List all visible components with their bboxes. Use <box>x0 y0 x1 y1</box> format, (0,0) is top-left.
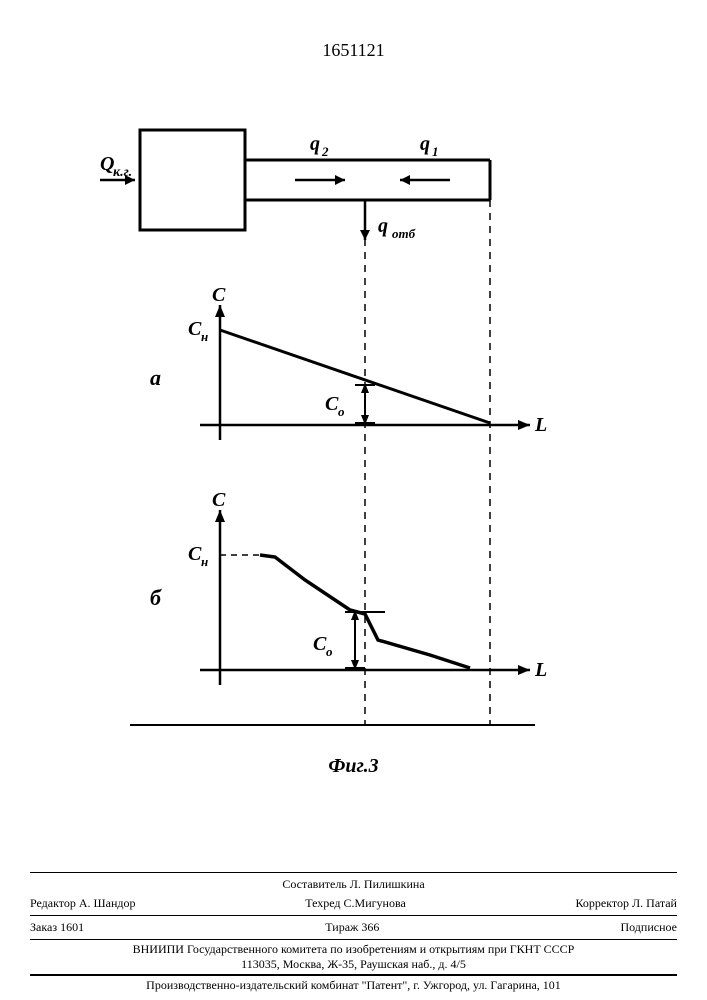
editor-label: Редактор <box>30 896 76 910</box>
chart-a: C L а Cн Cо <box>150 284 547 440</box>
figure-3: Q к.г. q 2 q 1 q отб C L а Cн <box>100 120 600 740</box>
editor-name: А. Шандор <box>79 896 136 910</box>
composer-name: Л. Пилишкина <box>350 877 425 891</box>
svg-text:C: C <box>325 393 339 415</box>
svg-text:C: C <box>188 543 202 565</box>
corrector-label: Корректор <box>576 896 630 910</box>
techred-name: С.Мигунова <box>344 896 406 910</box>
svg-text:б: б <box>150 585 162 610</box>
order-number: 1601 <box>60 920 84 934</box>
svg-text:q: q <box>378 215 388 237</box>
svg-text:C: C <box>188 318 202 340</box>
order-label: Заказ <box>30 920 57 934</box>
svg-text:L: L <box>534 414 547 436</box>
svg-text:L: L <box>534 659 547 681</box>
svg-text:C: C <box>313 633 327 655</box>
svg-text:q: q <box>310 133 320 155</box>
colophon: Составитель Л. Пилишкина Редактор А. Шан… <box>30 870 677 993</box>
org-line-2: 113035, Москва, Ж-35, Раушская наб., д. … <box>30 957 677 972</box>
svg-text:отб: отб <box>392 226 416 241</box>
subscription: Подписное <box>620 920 677 935</box>
svg-text:а: а <box>150 365 161 390</box>
chart-b: C L б Cн Cо <box>130 489 547 725</box>
corrector-name: Л. Патай <box>632 896 677 910</box>
tirazh-label: Тираж <box>325 920 358 934</box>
svg-text:1: 1 <box>432 144 439 159</box>
svg-text:q: q <box>420 133 430 155</box>
schematic: Q к.г. q 2 q 1 q отб <box>100 130 490 241</box>
svg-text:н: н <box>201 554 208 569</box>
publisher-line: Производственно-издательский комбинат "П… <box>30 978 677 993</box>
svg-text:C: C <box>212 284 226 306</box>
org-line-1: ВНИИПИ Государственного комитета по изоб… <box>30 942 677 957</box>
tirazh-number: 366 <box>361 920 379 934</box>
composer-label: Составитель <box>282 877 346 891</box>
svg-text:2: 2 <box>321 144 329 159</box>
page-number: 1651121 <box>0 40 707 61</box>
svg-text:к.г.: к.г. <box>113 165 132 180</box>
figure-caption: Фиг.3 <box>0 755 707 778</box>
svg-text:н: н <box>201 329 208 344</box>
svg-text:о: о <box>338 404 345 419</box>
techred-label: Техред <box>305 896 340 910</box>
svg-text:о: о <box>326 644 333 659</box>
svg-text:C: C <box>212 489 226 511</box>
